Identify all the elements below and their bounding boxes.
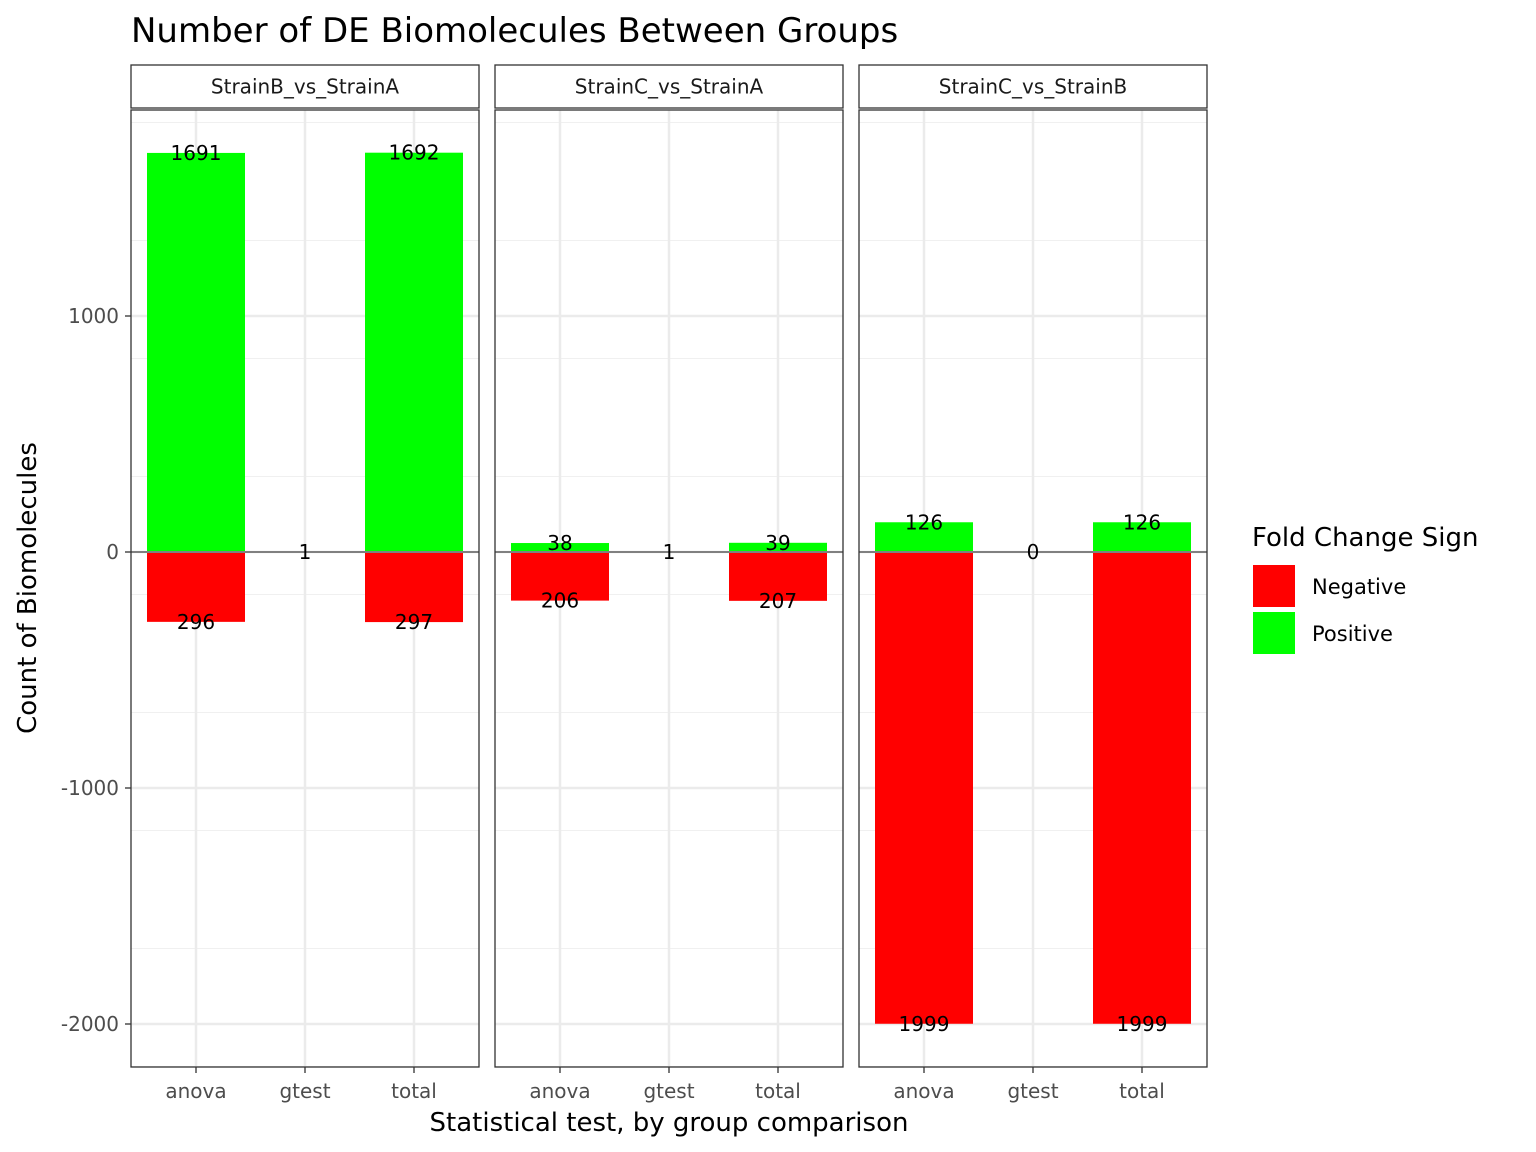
- data-label: 39: [765, 531, 790, 555]
- bar-positive: [875, 522, 973, 552]
- bar-negative: [147, 552, 245, 622]
- data-label: 1: [663, 540, 676, 564]
- y-tick-label: 1000: [68, 304, 119, 328]
- legend-title: Fold Change Sign: [1252, 523, 1478, 553]
- y-tick-label: 0: [106, 540, 119, 564]
- strip-background: [858, 64, 1208, 109]
- legend-swatch: [1253, 612, 1295, 654]
- strip-background: [494, 64, 844, 109]
- data-label: 297: [395, 610, 433, 634]
- y-tick-label: -2000: [61, 1012, 119, 1036]
- x-tick-label: total: [755, 1079, 801, 1103]
- legend: Fold Change Sign Negative Positive: [1252, 523, 1478, 654]
- x-tick-label: gtest: [1007, 1079, 1058, 1103]
- legend-swatch: [1253, 565, 1295, 607]
- data-label: 1691: [171, 141, 222, 165]
- bar-positive: [729, 542, 827, 552]
- data-label: 1999: [899, 1012, 950, 1036]
- x-tick-label: anova: [893, 1079, 954, 1103]
- bar-negative: [1093, 552, 1191, 1024]
- x-tick-label: anova: [165, 1079, 226, 1103]
- y-axis-title: Count of Biomolecules: [13, 442, 43, 734]
- bar-negative: [365, 552, 463, 623]
- data-label: 126: [1123, 510, 1161, 534]
- strip-label: StrainC_vs_StrainB: [939, 75, 1127, 99]
- data-label: 206: [541, 589, 579, 613]
- data-label: 38: [547, 531, 572, 555]
- x-tick-label: total: [1119, 1079, 1165, 1103]
- legend-label: Positive: [1312, 622, 1393, 646]
- legend-label: Negative: [1312, 575, 1406, 599]
- x-tick-label: gtest: [279, 1079, 330, 1103]
- data-label: 0: [1027, 540, 1040, 564]
- data-label: 1692: [389, 141, 440, 165]
- bar-positive: [147, 152, 245, 552]
- x-axis-title: Statistical test, by group comparison: [430, 1108, 909, 1138]
- bar-negative: [511, 552, 609, 601]
- data-label: 126: [905, 510, 943, 534]
- chart-title: Number of DE Biomolecules Between Groups: [131, 11, 898, 51]
- data-label: 296: [177, 610, 215, 634]
- data-label: 207: [759, 589, 797, 613]
- strip-background: [130, 64, 480, 109]
- data-label: 1999: [1117, 1012, 1168, 1036]
- bar-positive: [365, 152, 463, 553]
- bar-negative: [729, 552, 827, 601]
- x-tick-label: anova: [529, 1079, 590, 1103]
- y-tick-label: -1000: [61, 776, 119, 800]
- y-axis: -2000 -1000 0 1000: [61, 304, 131, 1036]
- x-tick-label: total: [391, 1079, 437, 1103]
- data-label: 1: [299, 540, 312, 564]
- strip-label: StrainC_vs_StrainA: [575, 75, 764, 99]
- legend-items: Negative Positive: [1253, 565, 1406, 654]
- bar-negative: [875, 552, 973, 1024]
- x-tick-label: gtest: [643, 1079, 694, 1103]
- strip-label: StrainB_vs_StrainA: [211, 75, 399, 99]
- bar-positive: [511, 543, 609, 552]
- bar-positive: [1093, 522, 1191, 552]
